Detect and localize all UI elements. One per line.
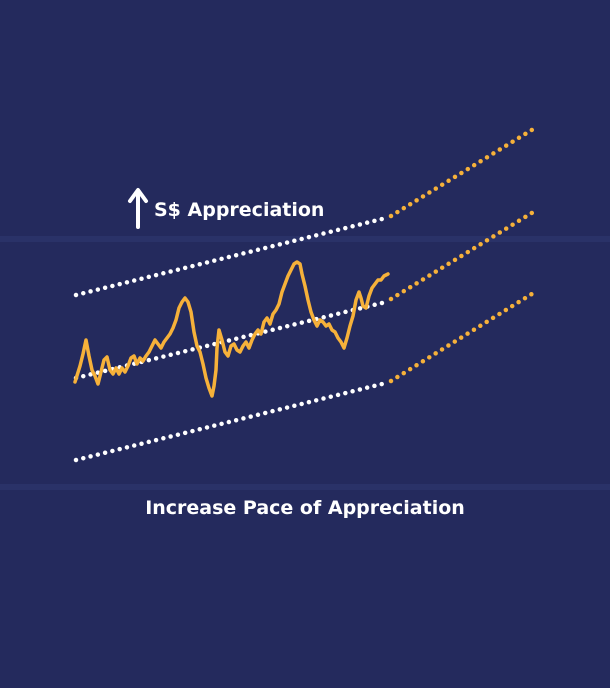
up-arrow-icon bbox=[128, 188, 148, 229]
band-upper-edge bbox=[73, 215, 389, 298]
background-stripe-top bbox=[0, 236, 610, 242]
background-stripe-bottom bbox=[0, 484, 610, 490]
projected-lower-edge bbox=[388, 289, 538, 384]
projected-midpoint bbox=[388, 208, 538, 302]
projected-upper-edge bbox=[388, 125, 538, 219]
band-lower-edge bbox=[73, 380, 389, 463]
exchange-rate-line bbox=[73, 260, 390, 398]
appreciation-label: S$ Appreciation bbox=[154, 199, 325, 221]
pace-caption: Increase Pace of Appreciation bbox=[145, 497, 465, 519]
